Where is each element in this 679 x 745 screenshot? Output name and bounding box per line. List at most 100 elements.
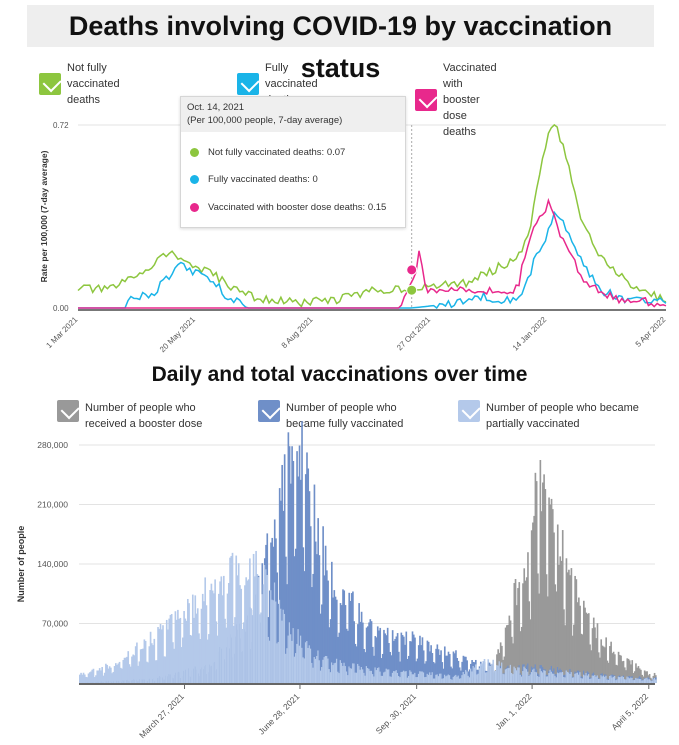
- bar-fully: [155, 680, 158, 683]
- bar-fully: [196, 669, 199, 683]
- bar-partially: [353, 663, 355, 683]
- bar-partially: [435, 674, 437, 683]
- bar-fully: [575, 672, 578, 683]
- bar-partially: [317, 650, 319, 683]
- bar-partially: [205, 605, 208, 683]
- bar-fully: [638, 676, 641, 683]
- bar-fully: [461, 661, 463, 683]
- bar-partially: [436, 674, 439, 683]
- bar-booster: [524, 580, 527, 683]
- bar-fully: [646, 678, 648, 683]
- y-axis-label: Rate per 100,000 (7-day average): [39, 150, 49, 282]
- y-tick-label: 280,000: [37, 440, 68, 450]
- bar-booster: [529, 619, 532, 683]
- bar-booster: [489, 668, 492, 683]
- bar-fully: [477, 669, 480, 683]
- bar-fully: [576, 670, 579, 683]
- bar-partially: [88, 672, 91, 683]
- bar-partially: [87, 673, 90, 683]
- bar-partially: [273, 582, 276, 683]
- bar-partially: [241, 628, 244, 683]
- checkbox-check-icon[interactable]: [258, 400, 280, 422]
- legend-item-booster[interactable]: Vaccinated with booster dose deaths: [415, 60, 497, 140]
- bar-partially: [131, 656, 133, 683]
- bar-booster: [494, 670, 497, 683]
- bar-booster: [477, 678, 480, 683]
- bar-partially: [470, 668, 472, 683]
- bar-partially: [98, 668, 101, 683]
- checkbox-check-icon[interactable]: [458, 400, 480, 422]
- bar-partially: [575, 673, 578, 683]
- bar-partially: [513, 666, 516, 683]
- bar-partially: [352, 663, 354, 683]
- bar-fully: [329, 619, 332, 683]
- bar-partially: [80, 672, 82, 683]
- legend-item-booster-dose[interactable]: Number of people who received a booster …: [57, 400, 237, 432]
- bar-partially: [246, 580, 249, 683]
- bar-partially: [476, 674, 478, 683]
- bar-fully: [416, 658, 419, 683]
- bar-fully: [635, 678, 637, 683]
- legend-item-partially-vaccinated[interactable]: Number of people who became partially va…: [458, 400, 658, 432]
- bar-fully: [354, 643, 357, 683]
- bar-fully: [112, 681, 115, 683]
- bar-partially: [602, 675, 605, 683]
- series-line-1: [77, 123, 667, 308]
- bar-partially: [215, 621, 218, 683]
- bar-fully: [219, 646, 221, 683]
- bar-partially: [111, 673, 113, 683]
- bar-partially: [187, 598, 189, 683]
- bar-partially: [404, 671, 406, 683]
- bar-fully: [168, 674, 171, 683]
- bar-booster: [579, 605, 581, 683]
- bar-partially: [614, 675, 616, 683]
- bar-partially: [213, 593, 215, 683]
- bar-partially: [159, 624, 162, 683]
- checkbox-check-icon[interactable]: [237, 73, 259, 95]
- bar-booster: [502, 659, 504, 683]
- bar-fully: [337, 636, 339, 683]
- tooltip-row-label: Vaccinated with booster dose deaths: 0.1…: [208, 202, 387, 213]
- bar-fully: [239, 623, 241, 683]
- checkbox-check-icon[interactable]: [415, 89, 437, 111]
- bar-booster: [615, 664, 617, 683]
- bar-fully: [435, 648, 437, 683]
- checkbox-check-icon[interactable]: [57, 400, 79, 422]
- bar-fully: [457, 660, 460, 683]
- bar-fully: [571, 676, 574, 683]
- bar-partially: [483, 659, 486, 683]
- bar-fully: [524, 668, 527, 683]
- bar-fully: [313, 484, 316, 683]
- bar-fully: [380, 658, 383, 683]
- bar-fully: [479, 661, 482, 683]
- bar-partially: [456, 676, 459, 683]
- legend-item-not-fully[interactable]: Not fully vaccinated deaths: [39, 60, 120, 108]
- bar-fully: [465, 656, 467, 683]
- bar-fully: [483, 661, 486, 683]
- bar-booster: [643, 670, 646, 683]
- dot-icon: [190, 175, 199, 184]
- checkbox-check-icon[interactable]: [39, 73, 61, 95]
- legend-item-fully-vaccinated[interactable]: Number of people who became fully vaccin…: [258, 400, 418, 432]
- series-line-3: [78, 197, 667, 309]
- bar-partially: [566, 671, 569, 683]
- bar-partially: [363, 672, 365, 683]
- bar-partially: [121, 668, 123, 683]
- bar-booster: [547, 596, 549, 683]
- bar-fully: [606, 678, 609, 683]
- bar-fully: [371, 646, 374, 683]
- bar-fully: [190, 676, 193, 683]
- bar-fully: [476, 669, 478, 683]
- bar-partially: [450, 678, 452, 683]
- bar-fully: [286, 584, 288, 683]
- bar-fully: [630, 676, 632, 683]
- bar-fully: [597, 677, 600, 683]
- bar-booster: [607, 662, 610, 683]
- bar-partially: [112, 671, 115, 683]
- bar-partially: [178, 618, 180, 683]
- bar-booster: [475, 677, 477, 683]
- bar-partially: [487, 659, 490, 683]
- bar-fully: [426, 640, 429, 683]
- bar-booster: [609, 646, 611, 683]
- bar-fully: [312, 573, 315, 683]
